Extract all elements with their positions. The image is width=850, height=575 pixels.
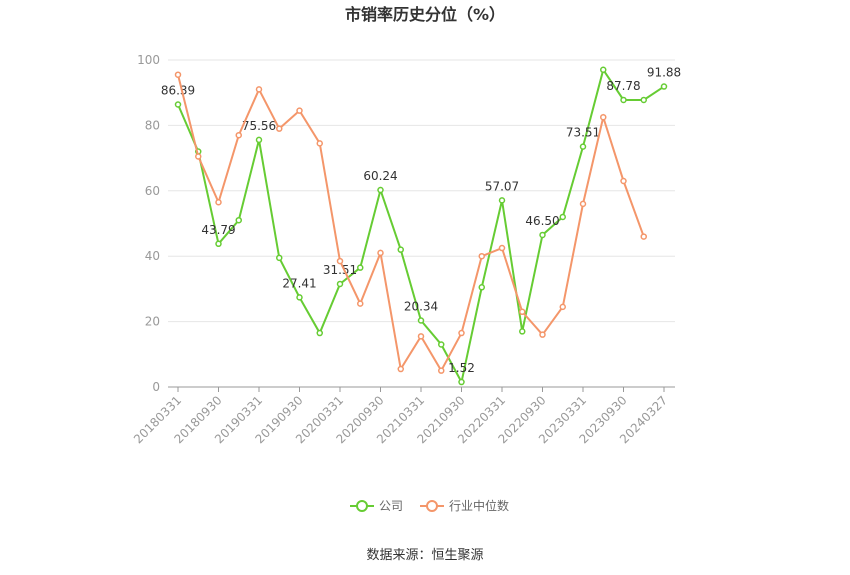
point — [539, 331, 546, 338]
point — [600, 113, 607, 121]
point — [539, 231, 546, 239]
data-label: 75.56 — [242, 119, 276, 133]
point — [478, 284, 485, 291]
point — [377, 186, 384, 194]
y-tick-label: 60 — [145, 184, 160, 198]
point — [417, 317, 425, 324]
point — [417, 333, 425, 340]
source: 数据来源：恒生聚源 — [366, 548, 483, 563]
point — [498, 244, 506, 252]
point — [336, 257, 344, 265]
point — [357, 264, 364, 271]
point — [579, 143, 587, 150]
point — [498, 197, 506, 204]
point — [215, 240, 222, 248]
point — [215, 198, 222, 206]
point — [660, 83, 668, 90]
point — [357, 300, 364, 307]
y-tick-label: 0 — [152, 380, 160, 394]
point — [559, 213, 566, 221]
point — [438, 367, 445, 374]
point — [478, 252, 485, 260]
point — [276, 125, 283, 132]
point — [519, 328, 526, 335]
point — [336, 280, 344, 288]
data-label: 27.41 — [282, 276, 316, 290]
legend-marker — [426, 500, 438, 512]
point — [620, 177, 627, 185]
data-label: 73.51 — [566, 126, 600, 140]
chart-title: 市销率历史分位（%） — [345, 5, 505, 24]
point — [296, 107, 303, 114]
point — [620, 96, 627, 104]
point — [235, 131, 242, 139]
series-line — [177, 74, 645, 373]
point — [397, 246, 404, 253]
point — [600, 66, 607, 74]
point — [195, 153, 202, 160]
point — [519, 308, 526, 316]
data-label: 31.51 — [323, 263, 357, 277]
point — [174, 101, 182, 108]
y-tick-label: 80 — [145, 118, 160, 132]
legend-item: 行业中位数 — [420, 498, 509, 513]
data-label: 60.24 — [363, 169, 397, 183]
legend-label: 行业中位数 — [449, 498, 509, 513]
data-label: 1.52 — [448, 361, 475, 375]
point — [458, 378, 465, 386]
data-label: 86.39 — [161, 84, 195, 98]
y-tick-label: 100 — [137, 53, 160, 67]
point — [559, 303, 566, 311]
data-label: 46.50 — [525, 214, 559, 228]
point — [255, 136, 263, 144]
point — [174, 71, 182, 78]
point — [276, 254, 283, 262]
data-label: 43.79 — [201, 223, 235, 237]
point — [316, 140, 323, 147]
point — [458, 329, 465, 337]
point — [438, 341, 445, 348]
y-tick-label: 40 — [145, 249, 160, 263]
point — [235, 216, 242, 224]
y-tick-label: 20 — [145, 315, 160, 329]
point — [296, 294, 303, 301]
legend-marker — [356, 500, 368, 512]
data-label: 57.07 — [485, 179, 519, 193]
legend-label: 公司 — [379, 499, 403, 513]
data-label: 20.34 — [404, 299, 438, 313]
point — [377, 249, 384, 257]
point — [316, 329, 323, 337]
legend-item: 公司 — [350, 499, 403, 513]
point — [397, 365, 404, 373]
data-label: 91.88 — [647, 66, 681, 80]
point — [579, 200, 587, 208]
point — [255, 86, 263, 93]
data-label: 87.78 — [606, 79, 640, 93]
point — [640, 96, 647, 104]
point — [640, 233, 647, 240]
